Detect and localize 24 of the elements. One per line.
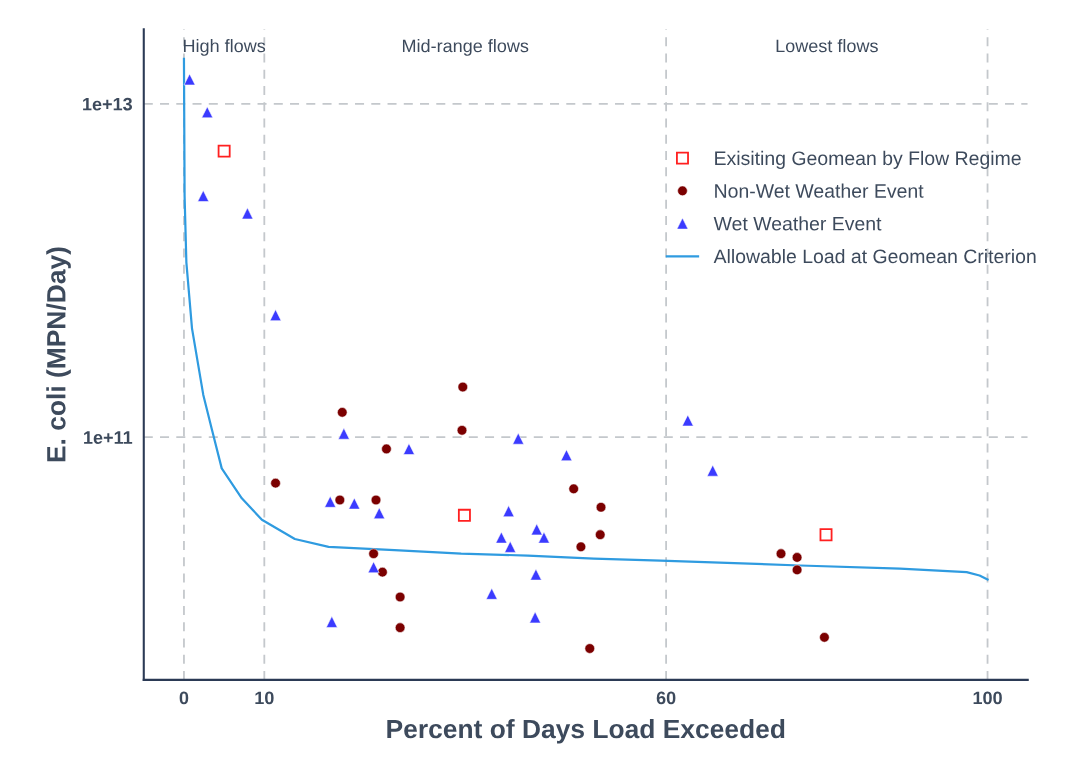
y-tick-label: 1e+11 xyxy=(84,431,133,444)
annotation: Mid-range flows xyxy=(402,39,529,56)
y-axis-title: E. coli (MPN/Day) xyxy=(46,247,71,462)
x-tick-label: 60 xyxy=(656,691,676,705)
point xyxy=(502,505,515,517)
legend-label: Non-Wet Weather Event xyxy=(715,183,924,198)
legend-label: Exisiting Geomean by Flow Regime xyxy=(715,150,1021,169)
point xyxy=(403,443,415,455)
point xyxy=(367,561,380,574)
point xyxy=(217,144,231,158)
annotation: Lowest flows xyxy=(776,39,878,53)
legend-label: Allowable Load at Geomean Criterion xyxy=(713,248,1036,264)
point xyxy=(819,528,833,542)
x-tick-label: 100 xyxy=(973,691,1002,705)
point xyxy=(457,508,471,522)
point xyxy=(373,507,386,520)
point xyxy=(370,494,382,506)
x-axis-title: Percent of Days Load Exceeded xyxy=(387,718,785,744)
x-tick-label: 0 xyxy=(179,691,189,705)
point xyxy=(530,523,543,536)
legend-label: Wet Weather Event xyxy=(713,216,882,231)
y-tick-label: 1e+13 xyxy=(83,97,133,111)
annotation: High flows xyxy=(183,39,266,56)
x-tick-label: 10 xyxy=(255,691,274,705)
